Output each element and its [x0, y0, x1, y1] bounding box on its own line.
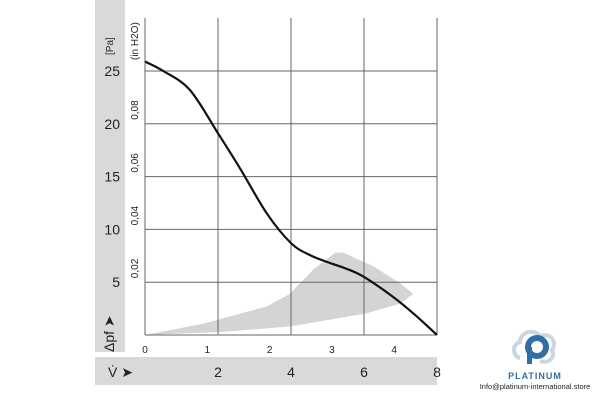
- y-tick-label-inh2o: 0,08: [130, 100, 141, 120]
- x-axis-label: V̇ ➤: [108, 364, 133, 380]
- x-tick-label-secondary: 3: [329, 345, 335, 356]
- fan-curve-line: [144, 60, 438, 336]
- y-axis-label: Δpf ➤: [101, 315, 117, 352]
- y-unit-pa: [Pa]: [105, 37, 116, 55]
- y-tick-label-inh2o: 0,04: [130, 205, 141, 225]
- y-unit-inh2o: (in H2O): [130, 22, 141, 60]
- y-tick-label-pa: 15: [104, 169, 120, 185]
- logo-email: Info@platinum-international.store: [479, 382, 591, 391]
- x-tick-label: 8: [433, 364, 441, 380]
- platinum-logo-icon: [512, 329, 557, 364]
- platinum-logo: PLATINUM Info@platinum-international.sto…: [470, 328, 600, 391]
- y-tick-label-inh2o: 0,02: [130, 258, 141, 278]
- x-tick-label-secondary: 0: [142, 345, 148, 356]
- x-tick-label-secondary: 4: [391, 345, 397, 356]
- logo-name: PLATINUM: [508, 371, 562, 381]
- left-axis-panel: [95, 0, 125, 352]
- bottom-axis-panel: [95, 357, 437, 385]
- operating-range-region: [145, 252, 414, 335]
- y-tick-label-inh2o: 0,06: [130, 153, 141, 173]
- y-tick-label-pa: 25: [104, 63, 120, 79]
- x-tick-label-secondary: 1: [205, 345, 211, 356]
- x-tick-label: 6: [360, 364, 368, 380]
- x-tick-label: 4: [287, 364, 295, 380]
- x-tick-label: 2: [214, 364, 222, 380]
- x-tick-label-secondary: 2: [267, 345, 273, 356]
- y-tick-label-pa: 20: [104, 116, 120, 132]
- y-tick-label-pa: 5: [112, 274, 120, 290]
- y-tick-label-pa: 10: [104, 221, 120, 237]
